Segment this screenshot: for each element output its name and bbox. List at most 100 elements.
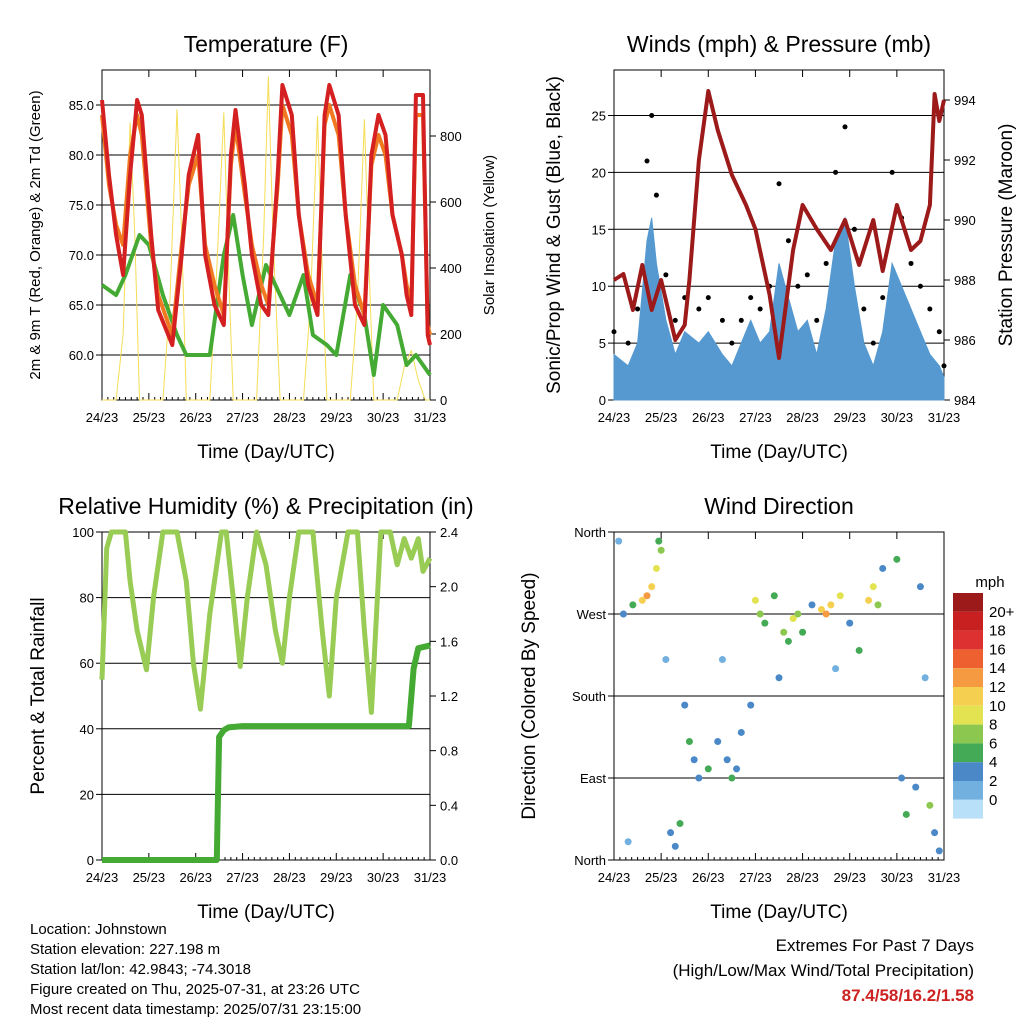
colorbar-swatch [953, 687, 983, 706]
x-tick-label: 29/23 [320, 410, 353, 425]
x-tick-label: 29/23 [320, 870, 353, 885]
y-right-tick-label: 0 [440, 393, 447, 408]
station-latlon: Station lat/lon: 42.9843; -74.3018 [30, 961, 252, 978]
x-tick-label: 27/23 [226, 870, 259, 885]
y-right-tick-label: 200 [440, 327, 462, 342]
direction-point [770, 592, 778, 600]
y-right-tick-label: 990 [954, 213, 976, 228]
direction-point [926, 801, 934, 809]
y-tick-label: 10 [592, 279, 606, 294]
direction-point [690, 756, 698, 764]
x-tick-label: 26/23 [179, 870, 212, 885]
y-right-tick-label: 986 [954, 333, 976, 348]
direction-point [846, 619, 854, 627]
direction-point [624, 838, 632, 846]
y-right-tick-label: 992 [954, 153, 976, 168]
gust-point [696, 306, 702, 312]
gust-point [663, 272, 669, 278]
y-tick-label: 40 [80, 722, 94, 737]
x-tick-label: 25/23 [133, 410, 166, 425]
gust-point [757, 306, 763, 312]
direction-point [704, 765, 712, 773]
direction-point [737, 728, 745, 736]
y-tick-label: 25 [592, 109, 606, 124]
y-tick-label: 15 [592, 222, 606, 237]
colorbar-swatch [953, 799, 983, 819]
direction-point [916, 583, 924, 591]
direction-point [789, 615, 797, 623]
gust-point [738, 317, 744, 323]
y-right-axis-label: Station Pressure (Maroon) [996, 124, 1017, 347]
y-tick-label: 5 [599, 336, 606, 351]
y-tick-label: 80 [80, 591, 94, 606]
x-tick-label: 26/23 [179, 410, 212, 425]
direction-point [756, 610, 764, 618]
y-right-tick-label: 988 [954, 273, 976, 288]
direction-point [615, 537, 623, 545]
x-axis-label: Time (Day/UTC) [197, 902, 335, 923]
x-tick-label: 24/23 [598, 410, 631, 425]
y-tick-label: 65.0 [69, 298, 94, 313]
y-right-tick-label: 2.0 [440, 580, 458, 595]
colorbar-swatch [953, 705, 983, 725]
x-tick-label: 27/23 [739, 870, 772, 885]
y-tick-label: 80.0 [69, 148, 94, 163]
x-tick-label: 26/23 [692, 870, 725, 885]
direction-point [643, 592, 651, 600]
direction-point [784, 637, 792, 645]
x-tick-label: 29/23 [833, 870, 866, 885]
direction-point [869, 583, 877, 591]
y-tick-label: 75.0 [69, 198, 94, 213]
x-tick-label: 24/23 [86, 410, 119, 425]
gust-point [649, 113, 655, 119]
extremes-title: Extremes For Past 7 Days [775, 936, 974, 955]
x-tick-label: 31/23 [414, 870, 447, 885]
gust-point [672, 317, 678, 323]
gust-point [785, 238, 791, 244]
gust-point [653, 192, 659, 198]
direction-point [676, 820, 684, 828]
y-tick-label: 0 [599, 393, 606, 408]
extremes-panel: Extremes For Past 7 Days (High/Low/Max W… [673, 933, 974, 1008]
gust-point [729, 340, 735, 346]
gust-point [814, 317, 820, 323]
direction-point [775, 674, 783, 682]
direction-point [935, 847, 943, 855]
direction-point [648, 583, 656, 591]
direction-point [662, 656, 670, 664]
x-tick-label: 28/23 [273, 410, 306, 425]
direction-point [718, 656, 726, 664]
x-tick-label: 31/23 [928, 870, 961, 885]
y-tick-label: 60 [80, 656, 94, 671]
colorbar-label: 8 [989, 717, 997, 734]
y-tick-label: North [574, 853, 606, 868]
series-line [102, 76, 430, 401]
gust-point [705, 295, 711, 301]
direction-point [681, 701, 689, 709]
direction-point [879, 564, 887, 572]
gust-point [941, 363, 947, 369]
gust-point [842, 124, 848, 130]
colorbar-label: 20+ [989, 604, 1015, 621]
colorbar-swatch [953, 762, 983, 781]
direction-point [655, 537, 663, 545]
direction-point [898, 774, 906, 782]
direction-point [714, 738, 722, 746]
gust-point [880, 295, 886, 301]
colorbar-label: 18 [989, 623, 1006, 640]
direction-point [827, 601, 835, 609]
direction-point [817, 605, 825, 613]
direction-point [902, 810, 910, 818]
series-line [612, 89, 946, 360]
direction-point [733, 765, 741, 773]
y-tick-label: 85.0 [69, 98, 94, 113]
y-right-tick-label: 984 [954, 393, 976, 408]
direction-point [747, 701, 755, 709]
gust-point [611, 329, 617, 335]
gust-point [719, 317, 725, 323]
gust-point [861, 306, 867, 312]
y-tick-label: East [580, 771, 606, 786]
chart-title: Temperature (F) [184, 31, 349, 57]
direction-point [761, 619, 769, 627]
y-right-tick-label: 0.0 [440, 853, 458, 868]
